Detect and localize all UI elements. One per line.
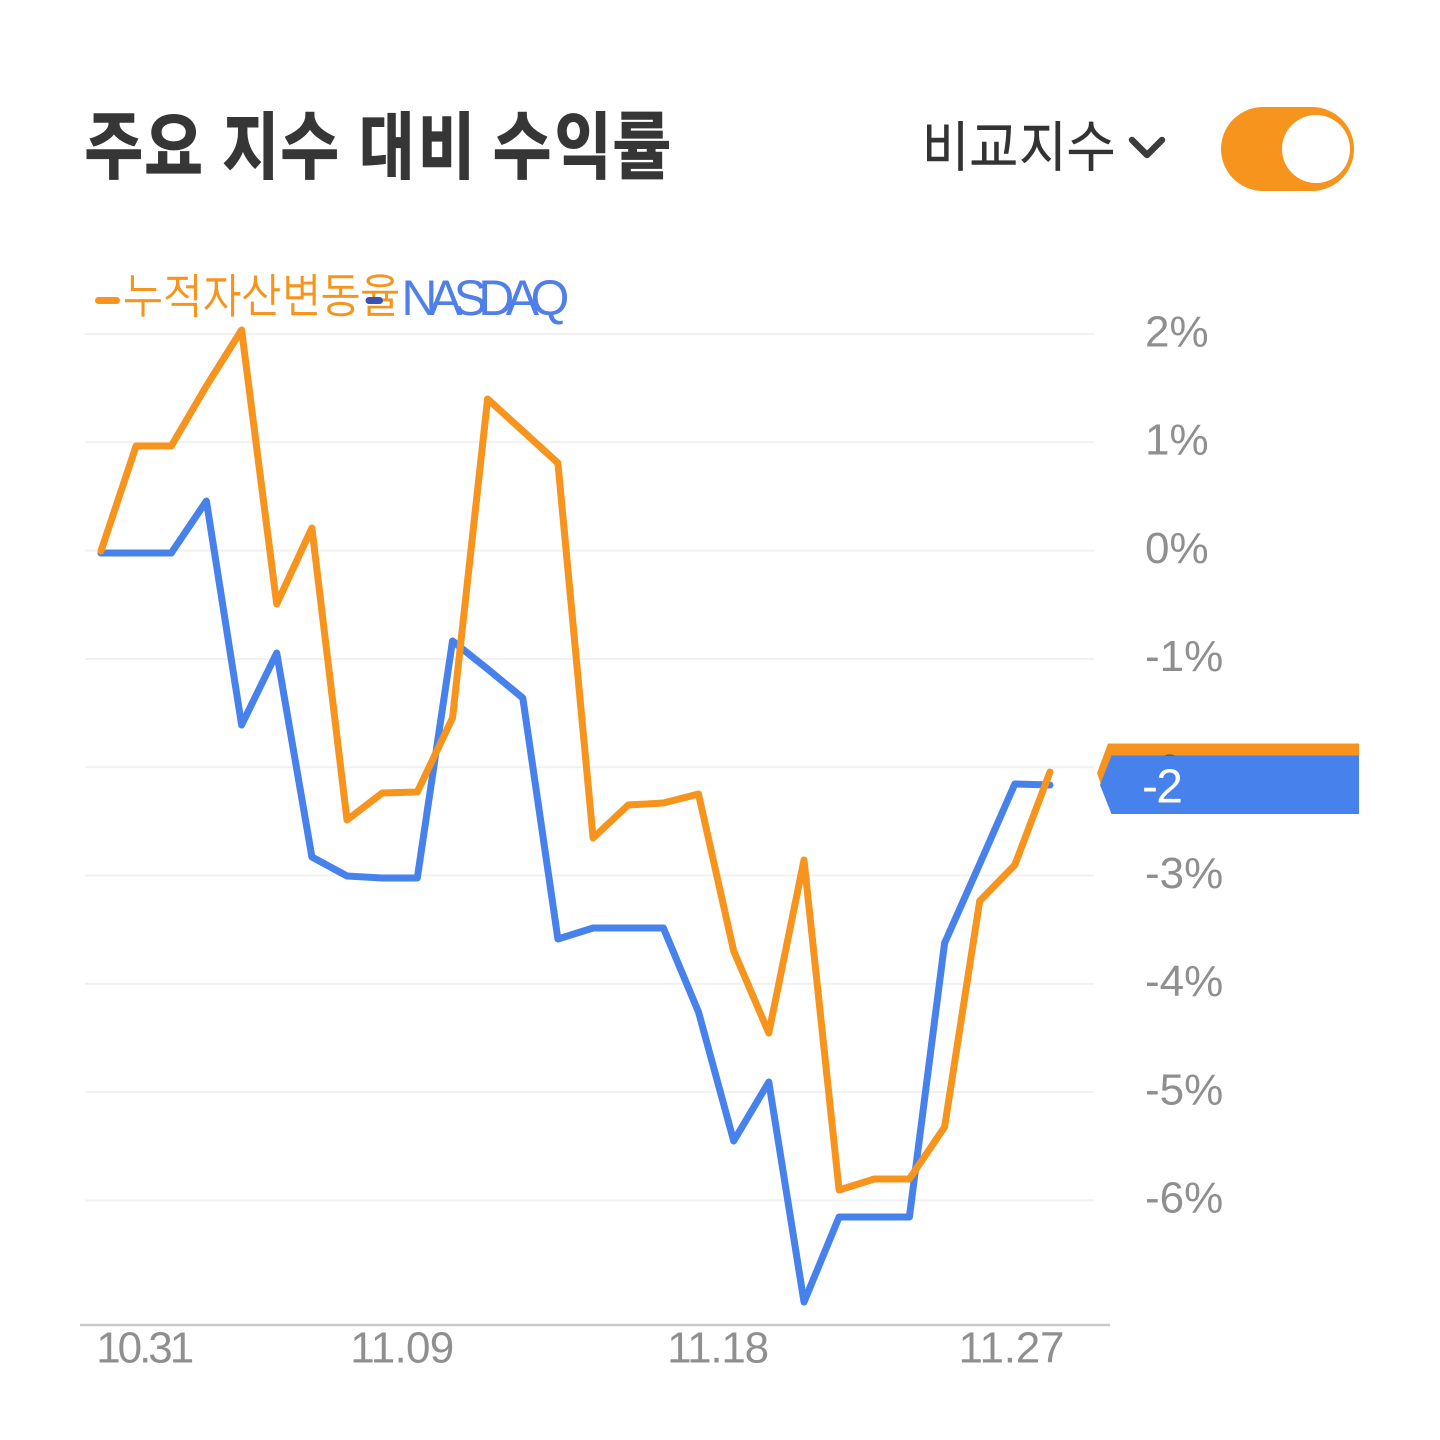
- svg-text:1%: 1%: [1145, 416, 1209, 465]
- svg-text:-5%: -5%: [1145, 1065, 1223, 1114]
- svg-text:10.31: 10.31: [96, 1324, 194, 1373]
- svg-text:-4%: -4%: [1145, 957, 1223, 1006]
- svg-text:NASDAQ: NASDAQ: [401, 270, 569, 326]
- svg-text:11.27: 11.27: [959, 1324, 1065, 1373]
- svg-text:-3%: -3%: [1145, 849, 1223, 898]
- svg-text:11.09: 11.09: [350, 1324, 454, 1373]
- svg-text:-6%: -6%: [1145, 1174, 1223, 1223]
- svg-text:2%: 2%: [1145, 307, 1209, 356]
- svg-text:-1%: -1%: [1145, 632, 1223, 681]
- svg-text:0%: 0%: [1145, 524, 1209, 573]
- svg-text:11.18: 11.18: [667, 1324, 769, 1373]
- svg-text:-2: -2: [1142, 760, 1183, 813]
